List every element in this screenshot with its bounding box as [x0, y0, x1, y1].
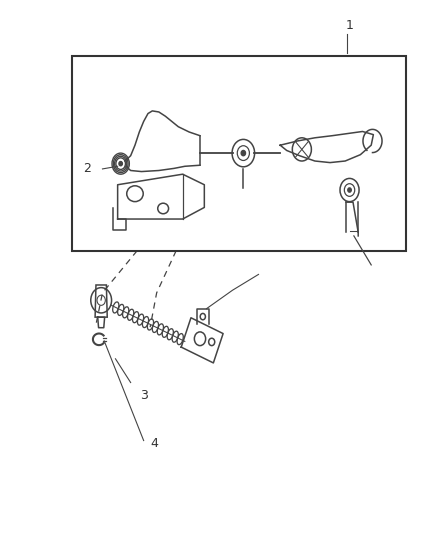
- Circle shape: [347, 188, 350, 192]
- Text: 1: 1: [345, 19, 353, 32]
- Circle shape: [240, 150, 245, 156]
- Text: 4: 4: [150, 437, 158, 450]
- Circle shape: [119, 161, 122, 166]
- Bar: [72, 55, 405, 251]
- Text: 2: 2: [83, 163, 91, 175]
- Text: 3: 3: [139, 389, 147, 402]
